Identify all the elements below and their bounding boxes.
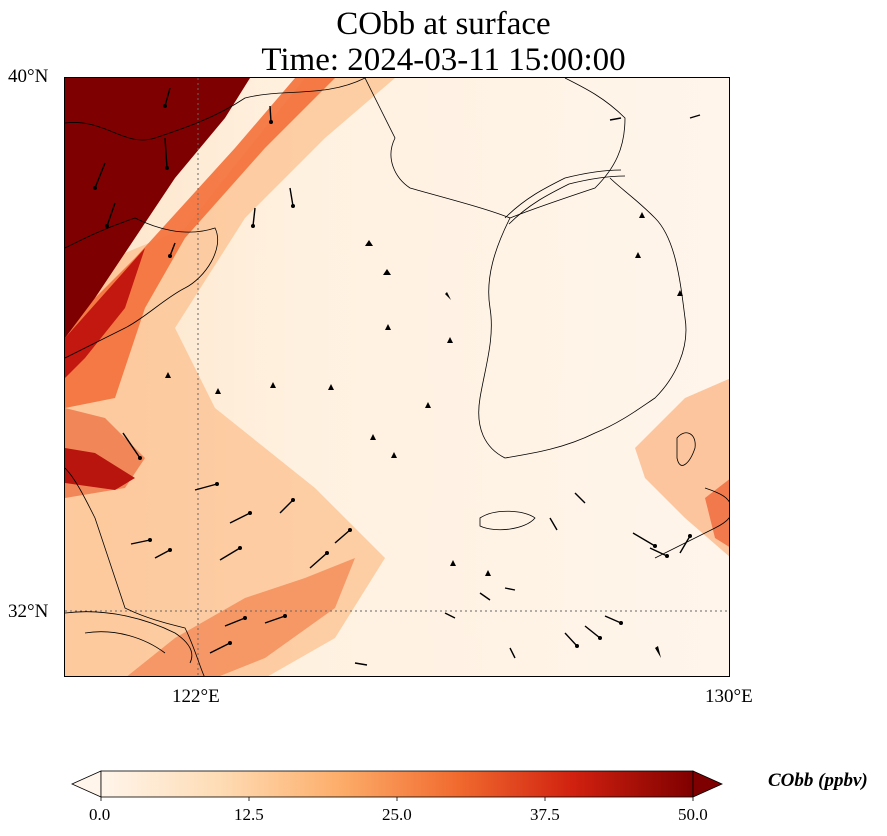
- plume-red: [65, 78, 335, 408]
- wind-vector: [169, 242, 176, 257]
- wind-vector: [224, 617, 246, 627]
- colorbar-tick: 12.5: [234, 805, 264, 824]
- colorbar-max-extend: [692, 770, 723, 798]
- plume-red-edge: [65, 248, 145, 378]
- wind-vector: [649, 547, 668, 557]
- wind-vector: [604, 615, 622, 624]
- wind-vector: [264, 615, 286, 624]
- wind-vectors: [94, 87, 701, 666]
- wind-vector: [94, 162, 106, 189]
- wind-vector: [334, 529, 351, 544]
- lon-tick-label: 122°E: [172, 686, 220, 707]
- wind-vector: [269, 105, 272, 123]
- colorbar-tick: 37.5: [530, 805, 560, 824]
- wind-vector: [309, 552, 328, 569]
- wind-vector: [689, 114, 701, 119]
- plume-darkred: [65, 78, 250, 338]
- wind-vector: [509, 647, 516, 659]
- lon-tick-label: 130°E: [705, 686, 753, 707]
- wind-vector: [479, 592, 491, 601]
- wind-vector: [354, 662, 368, 666]
- plume-east-core: [705, 479, 729, 547]
- wind-vector: [504, 587, 516, 591]
- lat-tick-label: 32°N: [8, 601, 49, 622]
- colorbar: [71, 770, 723, 801]
- colorbar-tick: 25.0: [382, 805, 412, 824]
- plume-south: [127, 558, 355, 676]
- wind-vector: [154, 549, 171, 559]
- colorbar-gradient: [100, 770, 694, 798]
- lat-tick-label: 40°N: [8, 66, 49, 87]
- colorbar-tick: 50.0: [678, 805, 708, 824]
- wind-vector: [549, 517, 558, 531]
- wind-vector: [209, 642, 231, 654]
- wind-vector: [574, 492, 586, 504]
- colorbar-min-extend: [71, 770, 102, 798]
- wind-arrowheads: [93, 104, 692, 648]
- wind-vector: [194, 483, 218, 491]
- coastlines: [65, 78, 729, 676]
- wind-vector: [632, 532, 656, 547]
- map-panel: [64, 77, 730, 677]
- wind-vector: [252, 207, 256, 227]
- wind-vector: [164, 87, 171, 107]
- wind-vector: [229, 512, 251, 524]
- map-title: CObb at surface: [336, 6, 551, 42]
- wind-vector: [219, 547, 241, 561]
- wind-vector: [564, 632, 578, 647]
- wind-vector: [106, 202, 116, 227]
- wind-vector: [584, 625, 601, 639]
- wind-vector: [164, 137, 168, 169]
- wind-vector: [679, 535, 691, 554]
- wind-vector: [609, 117, 622, 121]
- wind-vector: [130, 539, 151, 545]
- colorbar-tick: 0.0: [89, 805, 111, 824]
- hotspot-west-core: [65, 448, 135, 490]
- map-time: Time: 2024-03-11 15:00:00: [261, 42, 626, 78]
- concentration-field: [65, 78, 729, 676]
- wind-vector: [289, 187, 294, 207]
- wind-vector: [444, 612, 456, 619]
- wind-vector: [122, 432, 141, 459]
- plume-east: [635, 378, 729, 557]
- plume-orange: [65, 78, 395, 676]
- wind-vector: [279, 499, 294, 514]
- wind-small-arrows: [165, 212, 683, 658]
- colorbar-label: CObb (ppbv): [768, 770, 868, 791]
